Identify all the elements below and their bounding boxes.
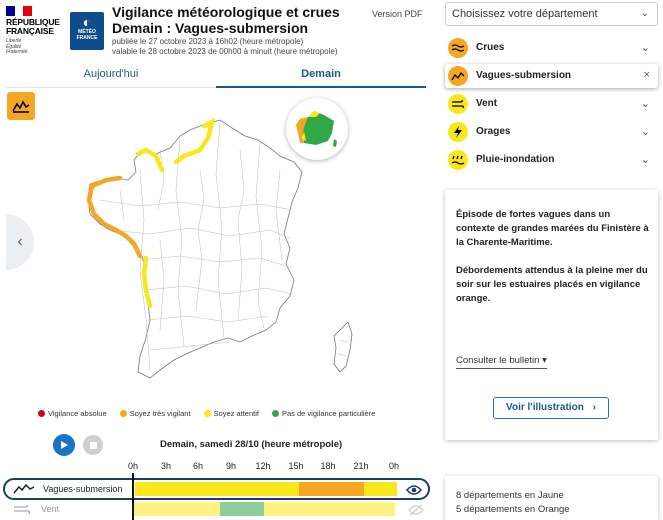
chevron-down-icon: ⌄	[640, 8, 649, 19]
french-flag-icon	[6, 6, 33, 16]
play-button[interactable]	[53, 434, 75, 456]
meteo-france-logo: ◐ MÉTÉO FRANCE	[70, 12, 104, 50]
republique-line2: FRANÇAISE	[6, 26, 54, 36]
page-header: RÉPUBLIQUE FRANÇAISE Liberté Égalité Fra…	[0, 0, 440, 62]
orange-coast	[86, 175, 143, 259]
info-paragraph-2: Débordements attendus à la pleine mer du…	[456, 265, 648, 304]
department-select[interactable]: Choisissez votre département ⌄	[445, 2, 658, 26]
yellow-coast	[135, 117, 216, 309]
timeline-row-label: Vagues-submersion	[43, 484, 123, 494]
chevron-down-icon: ⌄	[640, 126, 650, 138]
timeline-row-label: Vent	[41, 504, 60, 514]
tab-today[interactable]: Aujourd'hui	[6, 64, 216, 88]
phenomena-list: Crues ⌄ Vagues-submersion × Vent ⌄ Orage…	[445, 36, 658, 176]
legend-item-orange: Soyez très vigilant	[119, 409, 191, 418]
validity-date: valable le 28 octobre 2023 de 00h00 à mi…	[112, 47, 338, 56]
view-illustration-button[interactable]: Voir l'illustration ›	[493, 397, 609, 419]
timeline-cursor[interactable]	[132, 473, 134, 520]
wave-icon	[7, 92, 35, 120]
count-yellow: 8 départements en Jaune	[456, 490, 564, 501]
phenomenon-pluie-inondation[interactable]: Pluie-inondation ⌄	[445, 148, 658, 172]
vigilance-map	[86, 117, 353, 379]
eye-icon[interactable]	[406, 484, 422, 496]
phenomenon-crues[interactable]: Crues ⌄	[445, 36, 658, 60]
version-pdf-link[interactable]: Version PDF	[372, 9, 423, 19]
map-legend: Vigilance absolue Soyez très vigilant So…	[38, 409, 375, 418]
day-tabs: Aujourd'hui Demain	[6, 64, 426, 88]
department-counts: 8 départements en Jaune 5 départements e…	[445, 476, 658, 520]
republique-francaise-logo: RÉPUBLIQUE FRANÇAISE Liberté Égalité Fra…	[6, 6, 62, 56]
timeline-segment-yellow	[364, 482, 397, 496]
hour-label: 3h	[160, 461, 172, 471]
timeline-date: Demain, samedi 28/10 (heure métropole)	[160, 439, 343, 450]
play-icon	[61, 441, 68, 449]
timeline-segment-yellow	[264, 502, 395, 516]
timeline-row-vent[interactable]: Vent	[3, 502, 430, 518]
info-paragraph-1: Épisode de fortes vagues dans un context…	[456, 209, 649, 248]
legend-dot-icon	[119, 410, 127, 417]
chevron-left-icon: ‹	[17, 233, 23, 250]
wind-icon	[448, 94, 468, 114]
page-title: Vigilance météorologique et crues	[112, 4, 340, 20]
mini-map-icon[interactable]	[286, 98, 348, 160]
hour-label: 9h	[225, 461, 237, 471]
legend-dot-icon	[203, 410, 211, 417]
page-subtitle: Demain : Vagues-submersion	[112, 20, 309, 36]
timeline-segment-yellow	[133, 502, 221, 516]
hour-label: 18h	[320, 461, 336, 471]
published-date: publiée le 27 octobre 2023 à 16h02 (heur…	[112, 37, 304, 46]
timeline-segment-orange	[298, 482, 365, 496]
france-mainland	[87, 119, 303, 379]
legend-item-yellow: Soyez attentif	[203, 409, 259, 418]
hour-label: 6h	[192, 461, 204, 471]
chevron-right-icon: ›	[592, 402, 596, 413]
rain-icon	[448, 150, 468, 170]
corsica	[333, 321, 353, 373]
timeline-segment-green	[220, 502, 264, 516]
hour-label: 0h	[127, 461, 139, 471]
flood-icon	[448, 38, 468, 58]
phenomenon-vagues-submersion[interactable]: Vagues-submersion ×	[445, 64, 658, 88]
chevron-down-icon: ⌄	[640, 98, 650, 110]
wind-icon	[14, 504, 30, 515]
stop-icon	[89, 441, 97, 449]
republique-line1: RÉPUBLIQUE	[6, 17, 60, 27]
close-icon[interactable]: ×	[643, 69, 650, 81]
hour-label: 21h	[353, 461, 369, 471]
legend-item-green: Pas de vigilance particulière	[271, 409, 375, 418]
hour-label: 15h	[288, 461, 304, 471]
hour-label: 12h	[255, 461, 271, 471]
count-orange: 5 départements en Orange	[456, 504, 570, 515]
phenomenon-vent[interactable]: Vent ⌄	[445, 92, 658, 116]
chevron-down-icon: ⌄	[640, 42, 650, 54]
bulletin-dropdown[interactable]: Consulter le bulletin ▾	[456, 355, 547, 369]
stop-button[interactable]	[83, 435, 103, 455]
info-panel: Épisode de fortes vagues dans un context…	[445, 190, 658, 440]
lightning-icon	[448, 122, 468, 142]
eye-hidden-icon[interactable]	[408, 504, 424, 516]
motto: Liberté Égalité Fraternité	[6, 38, 28, 55]
hour-label: 0h	[388, 461, 400, 471]
legend-dot-icon	[38, 410, 45, 417]
legend-item-red: Vigilance absolue	[38, 409, 107, 418]
legend-dot-icon	[271, 410, 279, 417]
timeline-row-vagues[interactable]: Vagues-submersion	[3, 478, 430, 500]
department-boundaries	[99, 121, 293, 371]
meteo-france-symbol-icon: ◐	[82, 14, 92, 30]
wave-icon	[448, 66, 468, 86]
wave-icon	[13, 484, 35, 494]
timeline-hours: 0h 3h 6h 9h 12h 15h 18h 21h 0h	[120, 461, 410, 473]
phenomenon-orages[interactable]: Orages ⌄	[445, 120, 658, 144]
tab-tomorrow[interactable]: Demain	[216, 64, 426, 88]
timeline-segment-yellow	[135, 482, 299, 496]
previous-day-button[interactable]: ‹	[6, 214, 34, 270]
caret-down-icon: ▾	[542, 355, 547, 366]
chevron-down-icon: ⌄	[640, 154, 650, 166]
